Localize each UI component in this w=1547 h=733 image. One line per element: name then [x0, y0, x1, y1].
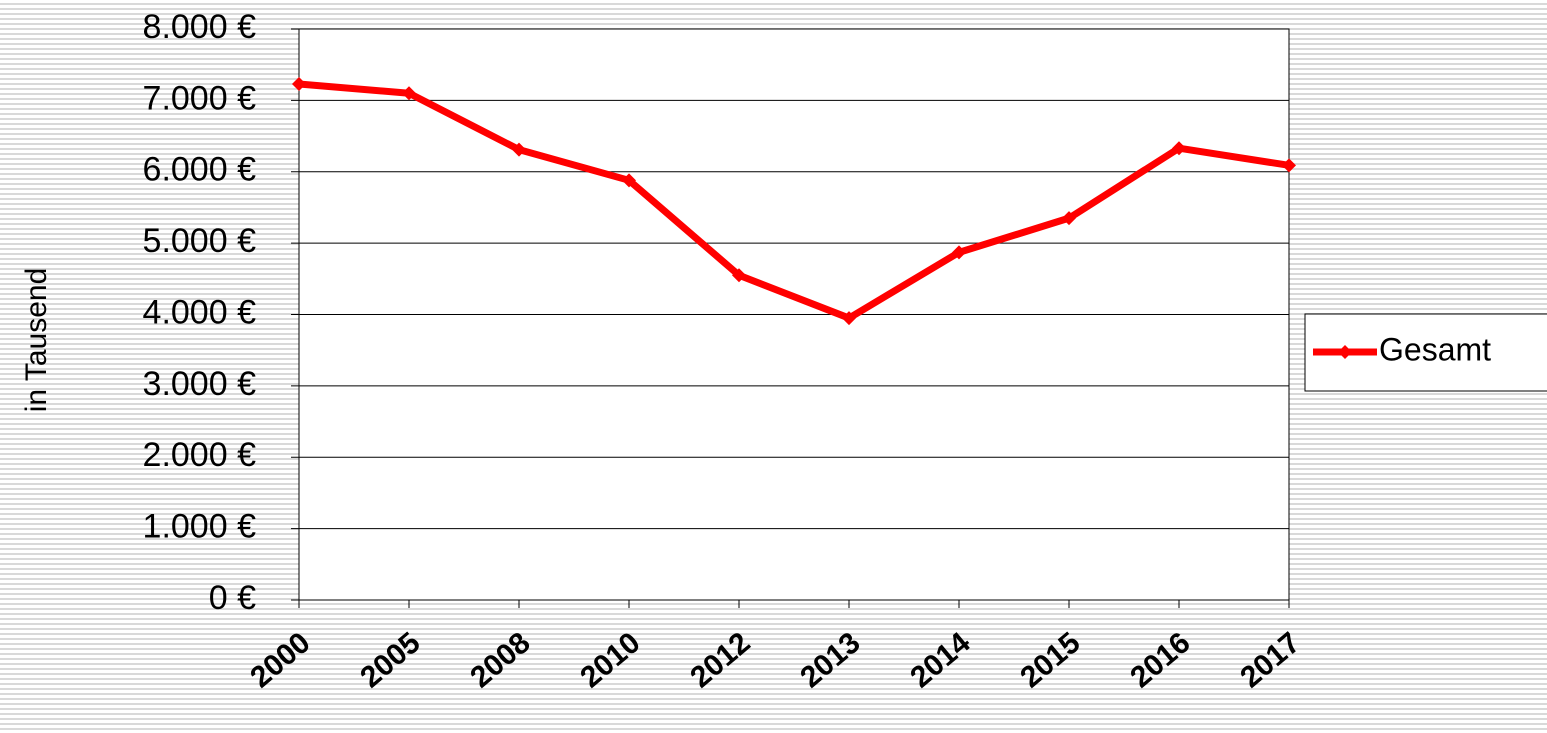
x-tick-label: 2014	[904, 626, 977, 694]
x-tick-label: 2000	[244, 626, 316, 694]
data-line	[298, 80, 1290, 322]
legend-label: Gesamt	[1379, 331, 1491, 367]
data-point	[732, 268, 746, 283]
x-tick-label: 2008	[464, 626, 536, 694]
x-tick-label: 2010	[574, 626, 646, 694]
data-point	[402, 86, 416, 101]
data-point	[842, 311, 856, 326]
y-tick-label: 1.000 €	[143, 508, 257, 546]
x-tick-label: 2013	[794, 626, 866, 694]
data-point	[952, 245, 966, 260]
data-point	[512, 142, 526, 157]
y-tick-label: 3.000 €	[143, 365, 257, 403]
plot-border	[298, 28, 1290, 601]
y-tick-label: 0 €	[209, 579, 256, 617]
y-tick-label: 5.000 €	[143, 222, 257, 260]
data-point	[1062, 211, 1076, 226]
x-tick-label: 2005	[354, 626, 426, 694]
data-point	[1172, 141, 1186, 156]
y-tick-label: 6.000 €	[143, 151, 257, 189]
y-axis-label: in Tausend	[20, 268, 53, 413]
y-tick-label: 7.000 €	[143, 79, 257, 117]
data-point	[622, 173, 636, 188]
y-tick-label: 2.000 €	[143, 436, 257, 474]
x-tick-label: 2015	[1014, 626, 1086, 694]
x-tick-label: 2012	[684, 626, 756, 694]
legend-marker	[1338, 345, 1352, 359]
y-tick-label: 4.000 €	[143, 293, 257, 331]
x-tick-label: 2017	[1234, 626, 1306, 694]
data-point	[1282, 158, 1296, 173]
x-tick-label: 2016	[1124, 626, 1196, 694]
y-tick-label: 8.000 €	[143, 8, 257, 46]
data-point	[292, 76, 306, 91]
